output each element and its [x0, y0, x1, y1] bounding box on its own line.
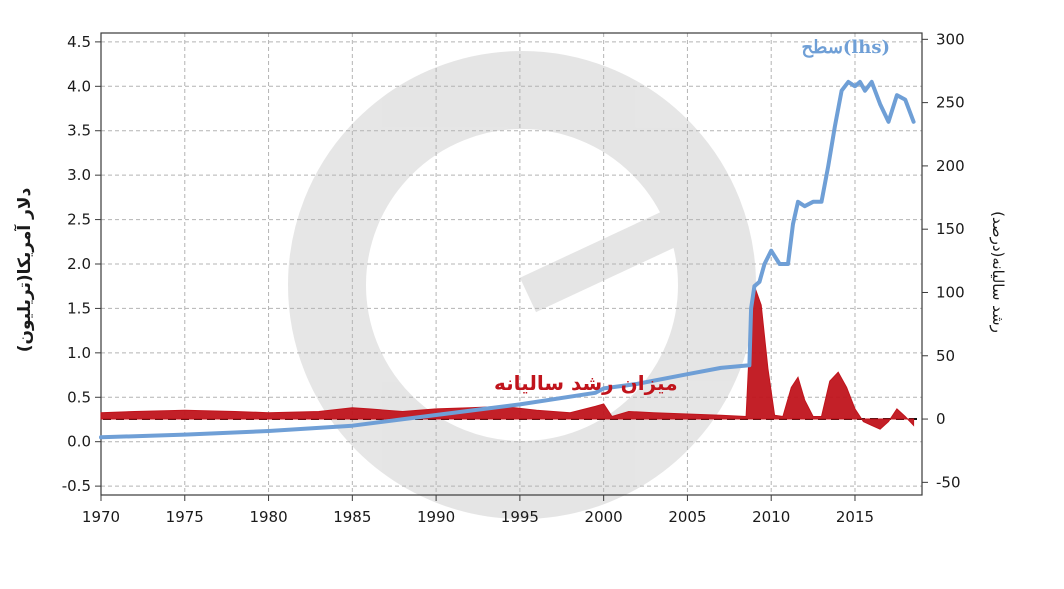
left-y-tick-label: 3.5 [67, 122, 91, 140]
x-tick-label: 2005 [668, 508, 706, 526]
left-y-tick-label: 4.0 [67, 77, 91, 95]
x-tick-label: 2000 [585, 508, 623, 526]
left-y-axis: 4.5 4.0 3.5 3.0 2.5 2.0 1.5 1.0 0.5 0.0 -0.5 [62, 33, 101, 495]
x-axis: 1970 1975 1980 1985 1990 1995 2000 2005 2010 2015 [82, 495, 874, 526]
x-tick-label: 2015 [836, 508, 874, 526]
right-y-axis-title: رشد سالیانه(درصد) [989, 211, 1007, 333]
x-tick-label: 1980 [249, 508, 287, 526]
left-y-tick-label: 4.5 [67, 33, 91, 51]
left-y-tick-label: 0.5 [67, 388, 91, 406]
right-y-tick-label: 300 [936, 30, 965, 48]
level-series-line [99, 79, 916, 440]
left-y-tick-label: 2.0 [67, 255, 91, 273]
right-y-tick-label: -50 [936, 473, 961, 491]
left-y-tick-label: 3.0 [67, 166, 91, 184]
right-y-tick-label: 200 [936, 157, 965, 175]
right-y-axis: 300 250 200 150 100 50 0 -50 [922, 30, 965, 491]
right-y-tick-label: 150 [936, 220, 965, 238]
left-y-axis-title: دلار آمریکا(تریلیون) [13, 187, 35, 352]
left-y-tick-label: 0.0 [67, 433, 91, 451]
left-y-tick-label: 2.5 [67, 211, 91, 229]
level-series-label: سطح(lhs) [801, 37, 890, 58]
x-tick-label: 1985 [333, 508, 371, 526]
right-y-tick-label: 250 [936, 94, 965, 112]
left-y-tick-label: 1.5 [67, 299, 91, 317]
growth-series-label: میزان رشد سالیانه [494, 371, 678, 395]
x-tick-label: 1975 [166, 508, 204, 526]
left-y-tick-label: 1.0 [67, 344, 91, 362]
right-y-tick-label: 50 [936, 347, 955, 365]
x-tick-label: 1995 [501, 508, 539, 526]
watermark-logo [288, 51, 756, 519]
left-y-tick-label: -0.5 [62, 477, 91, 495]
right-y-tick-label: 100 [936, 283, 965, 301]
right-y-tick-label: 0 [936, 410, 946, 428]
x-tick-label: 1990 [417, 508, 455, 526]
x-tick-label: 2010 [752, 508, 790, 526]
level-series [99, 79, 916, 440]
x-tick-label: 1970 [82, 508, 120, 526]
